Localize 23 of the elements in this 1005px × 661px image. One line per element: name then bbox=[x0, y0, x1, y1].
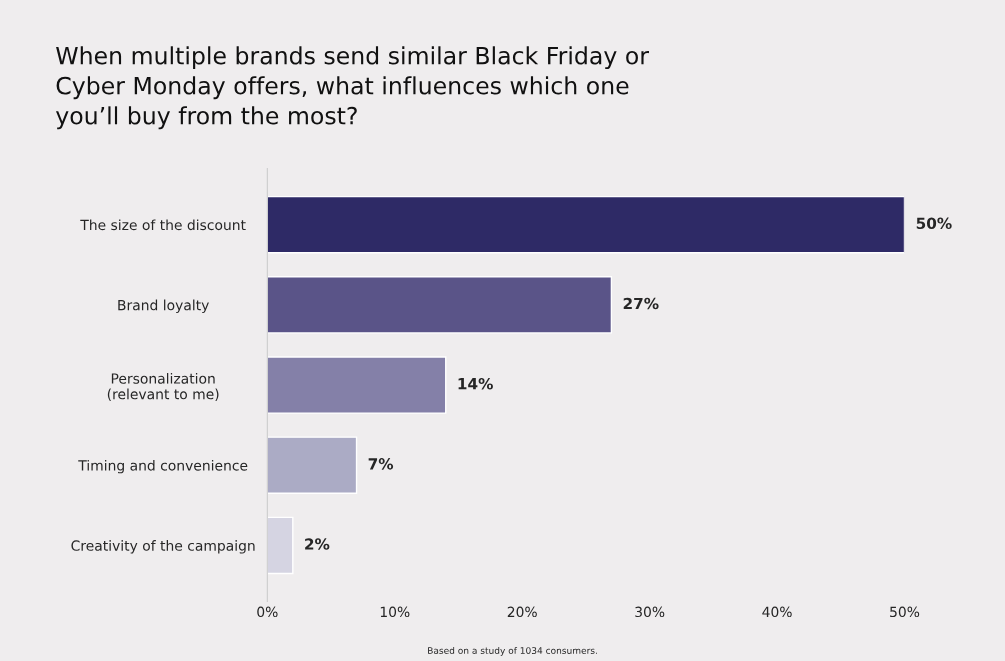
bar bbox=[267, 356, 447, 414]
data-label: 2% bbox=[305, 538, 330, 550]
x-tick-label: 20% bbox=[507, 606, 537, 618]
bar bbox=[267, 436, 358, 494]
data-label: 50% bbox=[916, 217, 952, 230]
text: Based on a study of 1034 consumers. bbox=[428, 646, 597, 656]
x-tick-label: 50% bbox=[890, 606, 920, 618]
y-tick-label: Brand loyalty bbox=[118, 299, 209, 314]
bar bbox=[267, 195, 905, 254]
x-tick-label: 40% bbox=[762, 606, 792, 618]
x-tick-label: 0% bbox=[257, 606, 278, 618]
bar bbox=[267, 516, 294, 575]
x-tick-label: 10% bbox=[380, 606, 410, 618]
y-tick-label: Creativity of the campaign bbox=[71, 540, 255, 554]
bar bbox=[267, 276, 613, 334]
data-label: 27% bbox=[623, 297, 659, 310]
y-tick-label: Personalization (relevant to me) bbox=[107, 373, 219, 401]
data-label: 7% bbox=[368, 458, 394, 470]
data-label: 14% bbox=[458, 377, 493, 390]
y-tick-label: Timing and convenience bbox=[78, 459, 248, 474]
y-tick-label: The size of the discount bbox=[80, 219, 246, 231]
chart-title: When multiple brands send similar Black Friday or Cyber Monday offers, what influences which one you’ll buy from the most? bbox=[55, 46, 649, 130]
x-tick-label: 30% bbox=[635, 606, 665, 618]
